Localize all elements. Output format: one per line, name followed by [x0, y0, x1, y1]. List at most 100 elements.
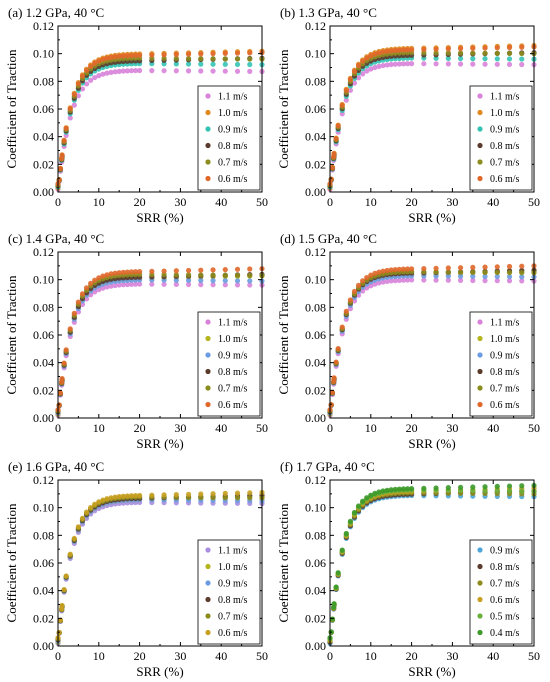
data-point — [364, 495, 370, 501]
data-point — [104, 70, 110, 76]
x-tick-label: 10 — [365, 195, 377, 209]
data-point — [71, 91, 77, 97]
data-point — [100, 273, 106, 279]
legend-label: 0.9 m/s — [490, 351, 520, 362]
data-point — [185, 491, 192, 497]
y-tick-label: 0.00 — [33, 185, 54, 199]
y-tick-label: 0.00 — [305, 639, 326, 653]
data-point — [421, 485, 427, 491]
data-point — [247, 272, 253, 279]
data-point — [198, 61, 204, 67]
data-point — [333, 136, 339, 142]
data-point — [137, 269, 143, 275]
data-point — [71, 310, 77, 316]
legend-label: 0.5 m/s — [490, 612, 520, 623]
x-tick-label: 40 — [487, 421, 499, 435]
data-point — [445, 269, 451, 275]
data-point — [372, 51, 378, 57]
legend-label: 1.1 m/s — [218, 546, 248, 557]
data-point — [71, 535, 77, 542]
data-point — [83, 509, 90, 515]
data-point — [128, 493, 135, 499]
data-point — [132, 52, 139, 59]
data-point — [149, 492, 155, 498]
y-tick-label: 0.08 — [305, 300, 326, 314]
y-tick-label: 0.12 — [33, 19, 54, 33]
data-point — [445, 277, 451, 283]
data-point — [120, 269, 126, 275]
x-axis-label: SRR (%) — [408, 436, 455, 451]
data-point — [388, 278, 394, 284]
data-point — [100, 71, 106, 77]
data-point — [355, 62, 362, 69]
legend-marker — [205, 93, 211, 99]
data-points — [327, 263, 537, 418]
data-point — [380, 62, 386, 69]
legend-box — [469, 85, 533, 191]
x-tick-label: 40 — [487, 649, 499, 663]
legend-label: 0.8 m/s — [218, 367, 248, 378]
y-tick-label: 0.06 — [305, 556, 326, 570]
legend-label: 1.0 m/s — [218, 562, 248, 573]
data-point — [404, 486, 411, 492]
y-tick-label: 0.04 — [305, 356, 326, 370]
legend-marker — [205, 142, 211, 149]
data-point — [247, 56, 253, 62]
data-point — [519, 274, 525, 280]
legend: 1.1 m/s 1.0 m/s 0.9 m/s 0.8 m/s 0.7 m/s 0.6 m… — [197, 539, 261, 645]
data-point — [519, 270, 525, 276]
data-point — [388, 487, 394, 493]
data-point — [384, 278, 390, 285]
legend-marker — [205, 175, 211, 182]
data-point — [519, 278, 525, 284]
data-point — [457, 46, 464, 52]
data-point — [482, 278, 488, 284]
legend-marker — [477, 613, 483, 619]
data-point — [445, 55, 451, 62]
data-point — [210, 51, 216, 57]
data-point — [482, 269, 488, 275]
panel-title: (a) 1.2 GPa, 40 °C — [8, 5, 104, 20]
data-point — [494, 269, 500, 276]
data-point — [92, 501, 98, 507]
y-tick-label: 0.06 — [305, 328, 326, 342]
data-point — [372, 281, 378, 287]
data-point — [364, 274, 370, 281]
panel-title: (b) 1.3 GPa, 40 °C — [280, 5, 377, 20]
data-point — [445, 273, 451, 279]
data-point — [88, 63, 94, 69]
data-point — [185, 68, 192, 74]
data-point — [128, 68, 135, 74]
y-axis-label: Coefficient of Traction — [4, 49, 19, 168]
legend-box — [197, 311, 261, 417]
data-point — [173, 51, 179, 58]
data-point — [506, 274, 513, 280]
data-point — [433, 277, 439, 283]
data-point — [470, 45, 476, 51]
data-point — [494, 264, 500, 270]
x-tick-label: 20 — [406, 421, 418, 435]
data-point — [198, 277, 204, 284]
data-point — [198, 491, 204, 497]
data-point — [96, 275, 102, 281]
data-points — [55, 266, 265, 418]
data-point — [433, 269, 439, 275]
data-point — [67, 115, 73, 121]
legend-label: 0.7 m/s — [490, 384, 520, 395]
data-point — [421, 61, 427, 67]
y-tick-label: 0.12 — [33, 473, 54, 487]
x-axis-label: SRR (%) — [408, 210, 455, 225]
x-axis-label: SRR (%) — [136, 664, 183, 679]
data-point — [112, 270, 118, 276]
data-point — [482, 56, 488, 62]
data-point — [506, 278, 513, 284]
y-tick-label: 0.10 — [305, 47, 326, 61]
data-point — [116, 270, 122, 276]
data-point — [433, 485, 439, 491]
data-point — [108, 54, 114, 61]
data-point — [61, 138, 67, 144]
data-point — [234, 495, 241, 501]
legend-marker — [477, 109, 483, 116]
data-point — [343, 97, 349, 103]
legend-marker — [477, 335, 483, 342]
